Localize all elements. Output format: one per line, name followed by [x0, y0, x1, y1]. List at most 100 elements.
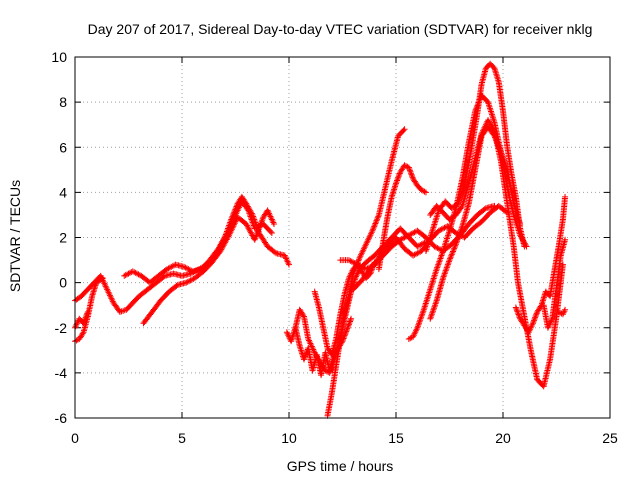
chart-title: Day 207 of 2017, Sidereal Day-to-day VTE…	[88, 21, 593, 37]
data-point	[513, 307, 520, 314]
y-tick-label: 0	[59, 275, 67, 291]
data-point	[406, 167, 413, 174]
data-point	[529, 320, 536, 327]
data-point	[394, 177, 401, 184]
data-point	[447, 254, 454, 261]
data-point	[490, 127, 497, 134]
data-point	[271, 249, 278, 256]
data-point	[343, 327, 350, 334]
data-point	[405, 164, 412, 171]
data-point	[328, 365, 335, 372]
data-point	[81, 318, 88, 325]
y-tick-label: 8	[59, 94, 67, 110]
data-point	[345, 321, 352, 328]
data-point	[372, 219, 379, 226]
series-18	[540, 236, 569, 331]
series-3	[72, 308, 91, 331]
data-point	[394, 176, 401, 183]
data-point	[346, 318, 353, 325]
x-tick-label: 20	[495, 430, 511, 446]
data-point	[79, 330, 86, 337]
x-tick-label: 10	[281, 430, 297, 446]
data-point	[452, 242, 459, 249]
x-axis-label: GPS time / hours	[287, 458, 394, 474]
data-point	[300, 356, 307, 363]
data-point	[374, 216, 381, 223]
data-point	[326, 369, 333, 376]
data-point	[327, 367, 334, 374]
y-tick-label: -6	[55, 410, 68, 426]
data-point	[371, 221, 378, 228]
data-point	[401, 126, 408, 133]
axis-ticks: 0 5 10 15 20 25 -6 -4 -2 0 2 4 6 8 10	[51, 49, 618, 446]
data-point	[300, 312, 307, 319]
y-tick-label: 4	[59, 184, 67, 200]
data-point	[458, 204, 465, 211]
x-tick-label: 5	[178, 430, 186, 446]
data-point	[395, 174, 402, 181]
series-17	[512, 193, 569, 336]
data-point	[562, 306, 569, 313]
data-point	[371, 223, 378, 230]
data-point	[406, 165, 413, 172]
series-8	[324, 126, 408, 419]
y-tick-label: 10	[51, 49, 67, 65]
data-point	[396, 171, 403, 178]
data-point	[421, 188, 428, 195]
data-point	[450, 248, 457, 255]
data-point	[533, 311, 540, 318]
data-point	[345, 322, 352, 329]
data-point	[393, 178, 400, 185]
data-point	[346, 319, 353, 326]
series-16	[427, 117, 566, 390]
data-point	[533, 310, 540, 317]
data-point	[370, 226, 377, 233]
data-point	[562, 193, 569, 200]
data-point	[481, 206, 488, 213]
data-point	[98, 276, 105, 283]
data-point	[373, 217, 380, 224]
data-point	[356, 256, 363, 263]
y-axis-label: SDTVAR / TECUs	[7, 180, 23, 292]
data-point	[400, 127, 407, 134]
data-point	[448, 252, 455, 259]
data-point	[99, 275, 106, 282]
data-point	[271, 220, 278, 227]
data-point	[225, 233, 232, 240]
data-point	[173, 282, 180, 289]
data-point	[449, 249, 456, 256]
x-tick-label: 0	[71, 430, 79, 446]
data-point	[422, 189, 429, 196]
data-point	[562, 236, 569, 243]
data-point	[516, 312, 523, 319]
series-19	[555, 306, 569, 318]
series-4	[121, 198, 275, 286]
y-tick-label: 2	[59, 230, 67, 246]
data-point	[451, 244, 458, 251]
data-point	[530, 318, 537, 325]
data-point	[446, 257, 453, 264]
data-point	[81, 317, 88, 324]
series-11	[350, 202, 511, 293]
data-point	[83, 313, 90, 320]
data-point	[521, 243, 528, 250]
data-point	[393, 180, 399, 187]
data-point	[532, 314, 539, 321]
data-point	[370, 224, 377, 231]
y-tick-label: 6	[59, 139, 67, 155]
x-tick-label: 25	[602, 430, 618, 446]
data-point	[407, 168, 414, 175]
data-point	[408, 171, 415, 178]
data-point	[532, 313, 539, 320]
y-tick-label: -4	[55, 365, 68, 381]
data-point	[396, 170, 403, 177]
data-point	[344, 325, 351, 332]
data-point	[375, 213, 382, 220]
data-point	[82, 314, 89, 321]
data-point	[344, 324, 351, 331]
data-point	[515, 311, 522, 318]
data-point	[327, 368, 334, 375]
data-point	[513, 305, 520, 312]
series-5	[140, 207, 278, 327]
data-point	[268, 229, 275, 236]
